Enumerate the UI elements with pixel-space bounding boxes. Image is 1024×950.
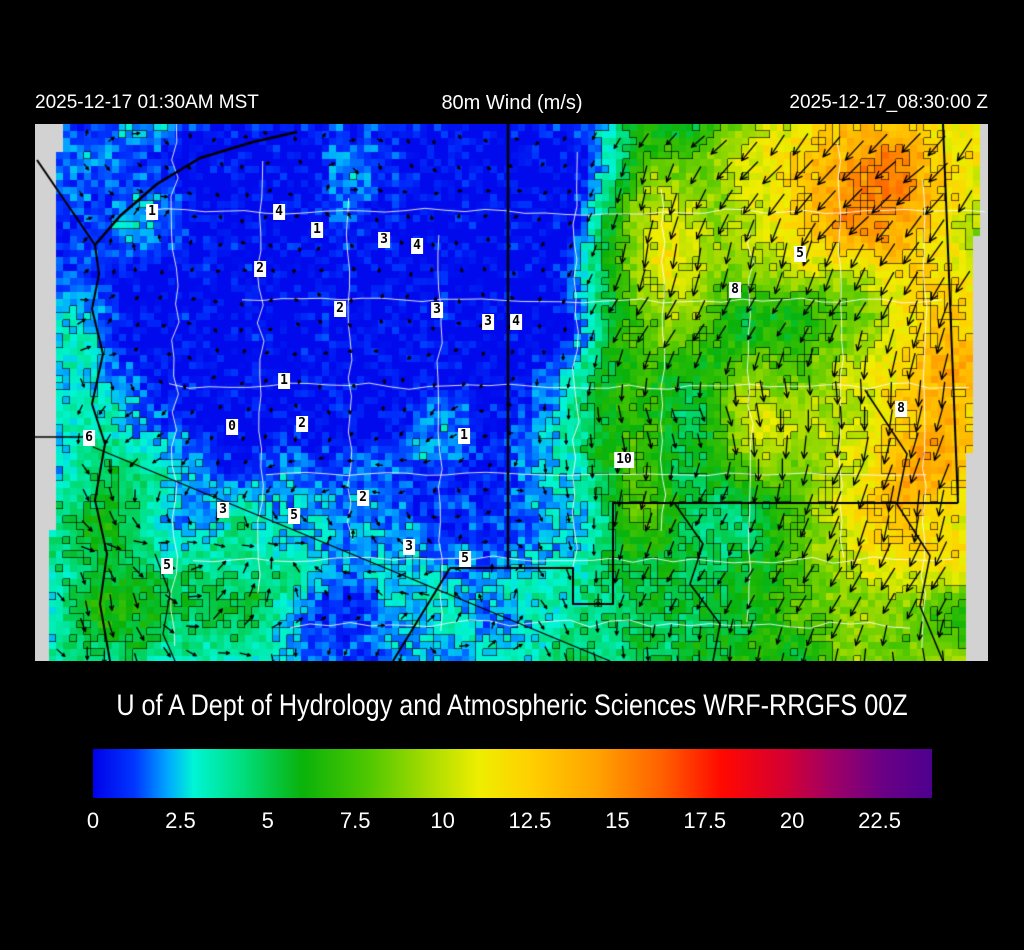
colorbar-tick-label: 0	[86, 808, 100, 833]
map-panel: 1 4 1 3 4 2 2 3 3 4 5 8 1 0 2 6 1 10 8 3 5 2 3 5 5	[35, 124, 988, 661]
colorbar-tick-label: 15	[605, 808, 630, 833]
wind-map-canvas	[35, 124, 988, 661]
colorbar-tick-label: 5	[261, 808, 274, 833]
colorbar-ticks: 0 2.5 5 7.5 10 12.5 15 17.5 20 22.5	[87, 808, 932, 836]
colorbar-tick-label: 10	[430, 808, 455, 833]
colorbar-tick-label: 12.5	[508, 808, 552, 833]
local-valid-time: 2025-12-17 01:30AM MST	[35, 92, 259, 113]
colorbar-gradient	[93, 749, 932, 798]
colorbar-tick-label: 7.5	[339, 808, 371, 833]
colorbar-tick-label: 22.5	[858, 808, 901, 833]
page-title: 80m Wind (m/s)	[441, 92, 583, 114]
colorbar-tick-label: 20	[779, 808, 805, 833]
colorbar-tick-label: 17.5	[683, 808, 727, 833]
utc-valid-time: 2025-12-17_08:30:00 Z	[789, 92, 988, 113]
caption: U of A Dept of Hydrology and Atmospheric…	[116, 689, 908, 722]
colorbar-tick-label: 2.5	[165, 808, 196, 833]
